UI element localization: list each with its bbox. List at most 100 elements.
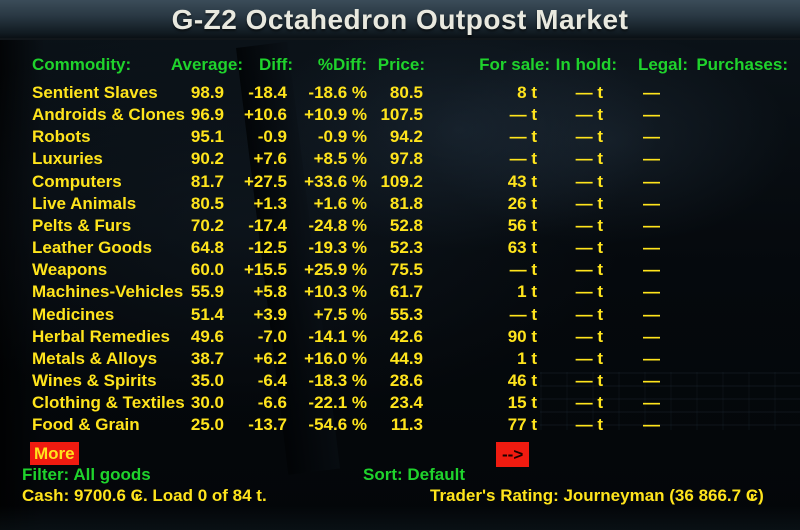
- diff-value: +5.8: [253, 282, 287, 302]
- legal-value: —: [643, 304, 660, 324]
- legal-value: —: [643, 282, 660, 302]
- header-for-sale: For sale:: [479, 55, 550, 74]
- commodity-name: Luxuries: [32, 149, 103, 169]
- price-value: 28.6: [389, 370, 423, 390]
- average-value: 60.0: [190, 260, 224, 280]
- price-value: 23.4: [389, 393, 423, 413]
- legal-value: —: [643, 348, 660, 368]
- in-hold-value: — t: [575, 127, 603, 147]
- legal-value: —: [643, 127, 660, 147]
- market-row[interactable]: Computers 81.7 +27.5 +33.6 % 109.2 43 t …: [0, 172, 800, 194]
- market-row[interactable]: Leather Goods 64.8 -12.5 -19.3 % 52.3 63…: [0, 238, 800, 260]
- filter-setting[interactable]: Filter: All goods: [22, 465, 151, 484]
- percent-diff-value: +16.0 %: [304, 348, 367, 368]
- market-row[interactable]: Robots 95.1 -0.9 -0.9 % 94.2 — t — t —: [0, 127, 800, 149]
- for-sale-value: 56 t: [507, 215, 537, 235]
- price-value: 107.5: [380, 105, 423, 125]
- cash-load-status: Cash: 9700.6 ₢. Load 0 of 84 t.: [22, 486, 267, 505]
- for-sale-value: — t: [509, 127, 537, 147]
- average-value: 30.0: [190, 393, 224, 413]
- legal-value: —: [643, 393, 660, 413]
- header-in-hold: In hold:: [555, 55, 617, 74]
- header-legal: Legal:: [637, 55, 688, 74]
- average-value: 35.0: [190, 370, 224, 390]
- average-value: 38.7: [190, 348, 224, 368]
- header-price: Price:: [377, 55, 425, 74]
- next-page-button[interactable]: -->: [496, 442, 530, 467]
- price-value: 61.7: [389, 282, 423, 302]
- average-value: 80.5: [190, 193, 224, 213]
- for-sale-value: — t: [509, 105, 537, 125]
- for-sale-value: 90 t: [507, 326, 537, 346]
- market-row[interactable]: Medicines 51.4 +3.9 +7.5 % 55.3 — t — t …: [0, 305, 800, 327]
- market-row[interactable]: Sentient Slaves 98.9 -18.4 -18.6 % 80.5 …: [0, 83, 800, 105]
- percent-diff-value: -24.8 %: [308, 215, 367, 235]
- in-hold-value: — t: [575, 348, 603, 368]
- sort-setting[interactable]: Sort: Default: [363, 465, 465, 484]
- legal-value: —: [643, 415, 660, 435]
- in-hold-value: — t: [575, 193, 603, 213]
- average-value: 55.9: [190, 282, 224, 302]
- market-row[interactable]: Weapons 60.0 +15.5 +25.9 % 75.5 — t — t …: [0, 260, 800, 282]
- in-hold-value: — t: [575, 149, 603, 169]
- commodity-name: Metals & Alloys: [32, 348, 158, 368]
- price-value: 52.3: [389, 238, 423, 258]
- percent-diff-value: +1.6 %: [313, 193, 367, 213]
- market-row[interactable]: Food & Grain 25.0 -13.7 -54.6 % 11.3 77 …: [0, 415, 800, 437]
- in-hold-value: — t: [575, 282, 603, 302]
- percent-diff-value: -18.6 %: [308, 83, 367, 102]
- title-bar: G-Z2 Octahedron Outpost Market: [0, 0, 800, 40]
- market-row[interactable]: Wines & Spirits 35.0 -6.4 -18.3 % 28.6 4…: [0, 371, 800, 393]
- commodity-name: Food & Grain: [32, 415, 140, 435]
- average-value: 51.4: [190, 304, 224, 324]
- percent-diff-value: -54.6 %: [308, 415, 367, 435]
- average-value: 95.1: [190, 127, 224, 147]
- diff-value: +6.2: [253, 348, 287, 368]
- percent-diff-value: -18.3 %: [308, 370, 367, 390]
- for-sale-value: 63 t: [507, 238, 537, 258]
- for-sale-value: 1 t: [517, 348, 537, 368]
- market-row[interactable]: Metals & Alloys 38.7 +6.2 +16.0 % 44.9 1…: [0, 349, 800, 371]
- background-floor: [0, 506, 800, 530]
- header-average: Average:: [170, 55, 243, 74]
- market-row[interactable]: Machines-Vehicles 55.9 +5.8 +10.3 % 61.7…: [0, 282, 800, 304]
- diff-value: +7.6: [253, 149, 287, 169]
- commodity-name: Androids & Clones: [32, 105, 186, 125]
- price-value: 97.8: [389, 149, 423, 169]
- price-value: 44.9: [389, 348, 423, 368]
- percent-diff-value: -22.1 %: [308, 393, 367, 413]
- market-row[interactable]: Clothing & Textiles 30.0 -6.6 -22.1 % 23…: [0, 393, 800, 415]
- market-row[interactable]: Luxuries 90.2 +7.6 +8.5 % 97.8 — t — t —: [0, 149, 800, 171]
- diff-value: -18.4: [248, 83, 287, 102]
- more-button[interactable]: More: [30, 442, 79, 465]
- for-sale-value: 46 t: [507, 370, 537, 390]
- commodity-name: Sentient Slaves: [32, 83, 158, 102]
- commodity-name: Machines-Vehicles: [32, 282, 184, 302]
- for-sale-value: 15 t: [507, 393, 537, 413]
- diff-value: -12.5: [248, 238, 287, 258]
- for-sale-value: — t: [509, 260, 537, 280]
- percent-diff-value: +7.5 %: [313, 304, 367, 324]
- percent-diff-value: -14.1 %: [308, 326, 367, 346]
- market-row[interactable]: Live Animals 80.5 +1.3 +1.6 % 81.8 26 t …: [0, 194, 800, 216]
- for-sale-value: 43 t: [507, 171, 537, 191]
- in-hold-value: — t: [575, 370, 603, 390]
- legal-value: —: [643, 326, 660, 346]
- diff-value: -7.0: [257, 326, 287, 346]
- market-row[interactable]: Herbal Remedies 49.6 -7.0 -14.1 % 42.6 9…: [0, 327, 800, 349]
- diff-value: -6.6: [257, 393, 287, 413]
- percent-diff-value: -19.3 %: [308, 238, 367, 258]
- price-value: 75.5: [389, 260, 423, 280]
- market-row[interactable]: Androids & Clones 96.9 +10.6 +10.9 % 107…: [0, 105, 800, 127]
- in-hold-value: — t: [575, 393, 603, 413]
- in-hold-value: — t: [575, 415, 603, 435]
- in-hold-value: — t: [575, 171, 603, 191]
- legal-value: —: [643, 215, 660, 235]
- legal-value: —: [643, 370, 660, 390]
- diff-value: +10.6: [243, 105, 287, 125]
- commodity-name: Wines & Spirits: [32, 370, 157, 390]
- market-row[interactable]: Pelts & Furs 70.2 -17.4 -24.8 % 52.8 56 …: [0, 216, 800, 238]
- commodity-name: Herbal Remedies: [32, 326, 170, 346]
